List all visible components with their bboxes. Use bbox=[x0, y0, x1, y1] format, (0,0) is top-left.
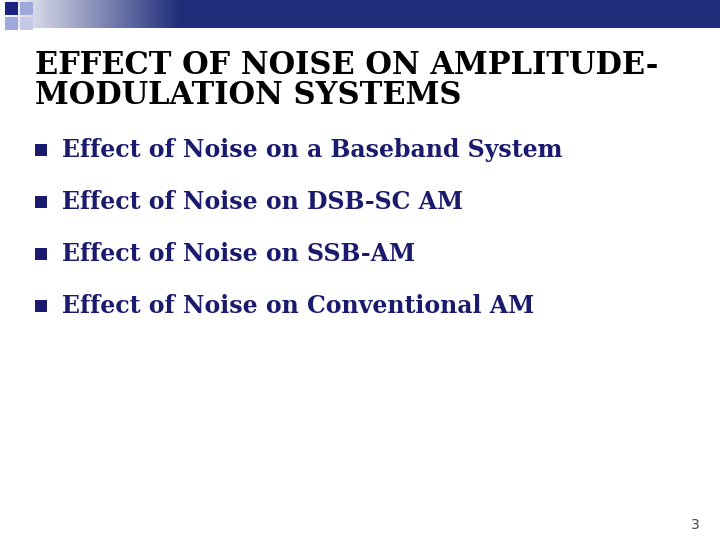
Text: Effect of Noise on Conventional AM: Effect of Noise on Conventional AM bbox=[62, 294, 534, 318]
Bar bbox=[35, 300, 47, 312]
Bar bbox=[35, 196, 47, 208]
Bar bbox=[5, 2, 18, 15]
Text: EFFECT OF NOISE ON AMPLITUDE-: EFFECT OF NOISE ON AMPLITUDE- bbox=[35, 50, 658, 81]
Bar bbox=[5, 17, 18, 30]
Bar bbox=[20, 2, 33, 15]
Text: Effect of Noise on SSB-AM: Effect of Noise on SSB-AM bbox=[62, 242, 415, 266]
Text: Effect of Noise on a Baseband System: Effect of Noise on a Baseband System bbox=[62, 138, 562, 162]
Text: 3: 3 bbox=[691, 518, 700, 532]
Bar bbox=[35, 248, 47, 260]
Bar bbox=[35, 144, 47, 156]
Text: Effect of Noise on DSB-SC AM: Effect of Noise on DSB-SC AM bbox=[62, 190, 463, 214]
Bar bbox=[20, 17, 33, 30]
Text: MODULATION SYSTEMS: MODULATION SYSTEMS bbox=[35, 80, 462, 111]
